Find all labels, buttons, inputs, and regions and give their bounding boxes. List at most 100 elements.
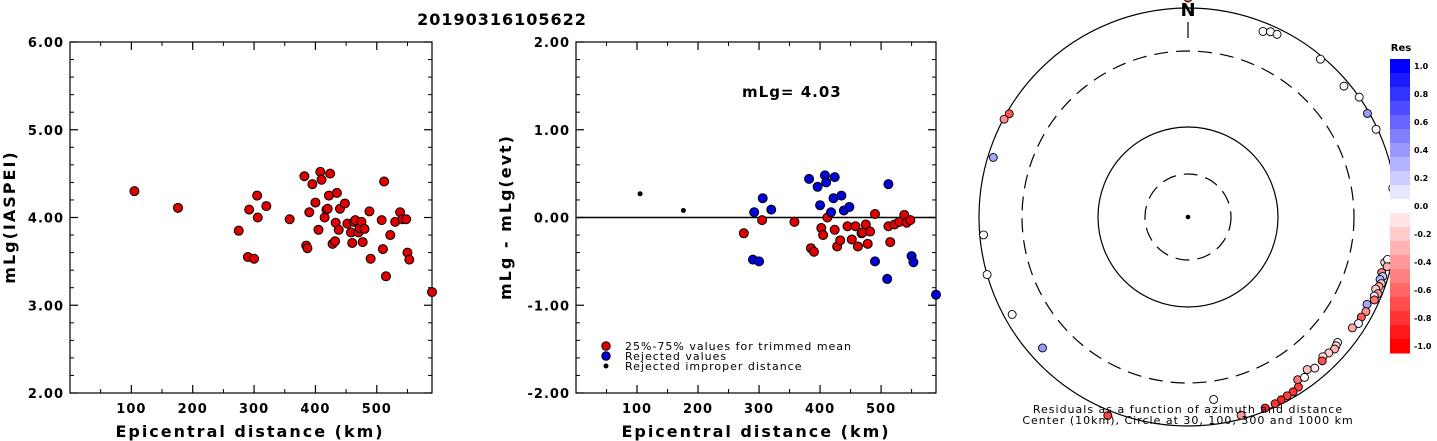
station-point [1362,108,1372,118]
plot1-point [284,214,295,225]
plot1-point [304,207,315,218]
colorbar-cell [1390,185,1410,200]
station-point [1302,365,1312,375]
plot1-point [379,176,390,187]
station-point [1354,92,1364,102]
station-point [999,114,1009,124]
colorbar-label: 1.0 [1414,62,1429,71]
colorbar-cell [1390,297,1410,312]
station-point [1007,310,1017,319]
plot2-point [829,172,840,183]
plot1-x-tick-label: 400 [300,402,330,417]
colorbar-label: 0.4 [1414,146,1429,155]
station-point [1038,343,1047,353]
residual-colorbar: Res 1.0 0.8 0.6 0.4 0.2 0.0 -0.2 -0.4 -0.6 -0.8 -1… [1390,43,1432,354]
plot2-y-tick-label: -2.00 [528,387,570,402]
colorbar-cell [1390,171,1410,186]
plot2-point [844,201,855,212]
plot2-x-tick-label: 200 [683,402,713,417]
plot1-point [333,224,344,235]
plot2-point [931,289,941,300]
plot2-point [804,173,815,184]
colorbar-cell [1390,129,1410,144]
colorbar-cell [1390,339,1410,354]
mlg-value-label: mLg= 4.03 [742,83,842,101]
plot1-point [322,203,333,214]
colorbar-label: 0.6 [1414,118,1429,127]
station-point [988,153,998,162]
colorbar-label: 0.2 [1414,174,1428,183]
station-point [982,270,992,280]
plot2-x-tick-label: 500 [866,402,896,417]
plot2-point [829,224,840,235]
legend-label: Rejected values [625,350,727,363]
plot1-point [172,202,183,213]
plot1-point [401,214,412,225]
plot1-point [252,190,263,201]
plot1-point [380,271,391,282]
colorbar-label: -0.6 [1414,286,1432,295]
plot2-point [908,257,919,268]
plot1-point [249,253,260,264]
plot1-point [427,287,437,298]
station-point [1362,299,1372,309]
residual-vs-distance-plot: -2.00 -1.00 0.00 1.00 2.00 100 200 300 400 500 m… [496,36,941,441]
plot2-x-axis-label: Epicentral distance (km) [621,422,890,441]
plot2-point [905,215,916,226]
station-point [1258,26,1268,36]
plot2-point [821,177,832,188]
station-point [1270,399,1280,409]
plot2-point [812,181,823,192]
colorbar-cell [1390,311,1410,326]
plot2-point [846,234,857,245]
plot2-x-ticks: 100 200 300 400 500 [606,42,913,417]
legend-marker [601,341,611,351]
epicenter-marker [1185,214,1191,220]
colorbar-labels: 1.0 0.8 0.6 0.4 0.2 0.0 -0.2 -0.4 -0.6 -0.8 -1.0 [1414,62,1432,351]
plot1-y-axis-label: mLg(IASPEI) [0,150,19,283]
colorbar-cell [1390,255,1410,270]
plot1-y-tick-label: 6.00 [28,36,64,51]
plot2-point [850,221,861,232]
plot2-point [757,215,768,226]
colorbar-label: -1.0 [1414,342,1432,351]
plot2-legend: 25%-75% values for trimmed meanRejected … [601,340,851,373]
colorbar-cells [1390,59,1410,354]
plot2-y-axis-label: mLg - mLg(evt) [496,134,515,300]
plot2-points [637,170,941,300]
plot1-point [299,171,310,182]
station-point [1315,54,1325,64]
plot2-point [865,226,876,237]
station-point [979,230,988,240]
colorbar-cell [1390,115,1410,130]
station-point [1272,29,1282,39]
plot1-point [313,224,324,235]
plot1-point [331,187,342,198]
plot1-point [261,201,272,212]
plot2-point [789,216,800,227]
colorbar-cell [1390,157,1410,172]
station-point [1371,124,1381,134]
plot2-y-tick-label: 1.00 [534,124,570,139]
station-residual-points [979,0,1398,420]
plot1-point [244,204,255,215]
plot2-y-tick-label: 0.00 [534,212,570,227]
plot1-y-tick-label: 4.00 [28,212,64,227]
plot1-point [339,198,350,209]
polar-caption-line2: Center (10km), Circle at 30, 100, 300 an… [1022,414,1353,427]
plot1-y-tick-label: 3.00 [28,299,64,314]
plot1-point [325,168,336,179]
event-title: 20190316105622 [417,10,587,29]
plot1-y-ticks: 2.00 3.00 4.00 5.00 6.00 [28,36,432,402]
ring-100km [1097,126,1279,308]
plot1-point [385,230,396,241]
plot2-point [836,190,847,201]
colorbar-cell [1390,199,1410,214]
plot2-point [869,256,880,267]
station-point [1369,295,1379,305]
colorbar-cell [1390,269,1410,284]
plot2-point [808,246,819,257]
colorbar-cell [1390,325,1410,340]
plot1-point [252,212,263,223]
